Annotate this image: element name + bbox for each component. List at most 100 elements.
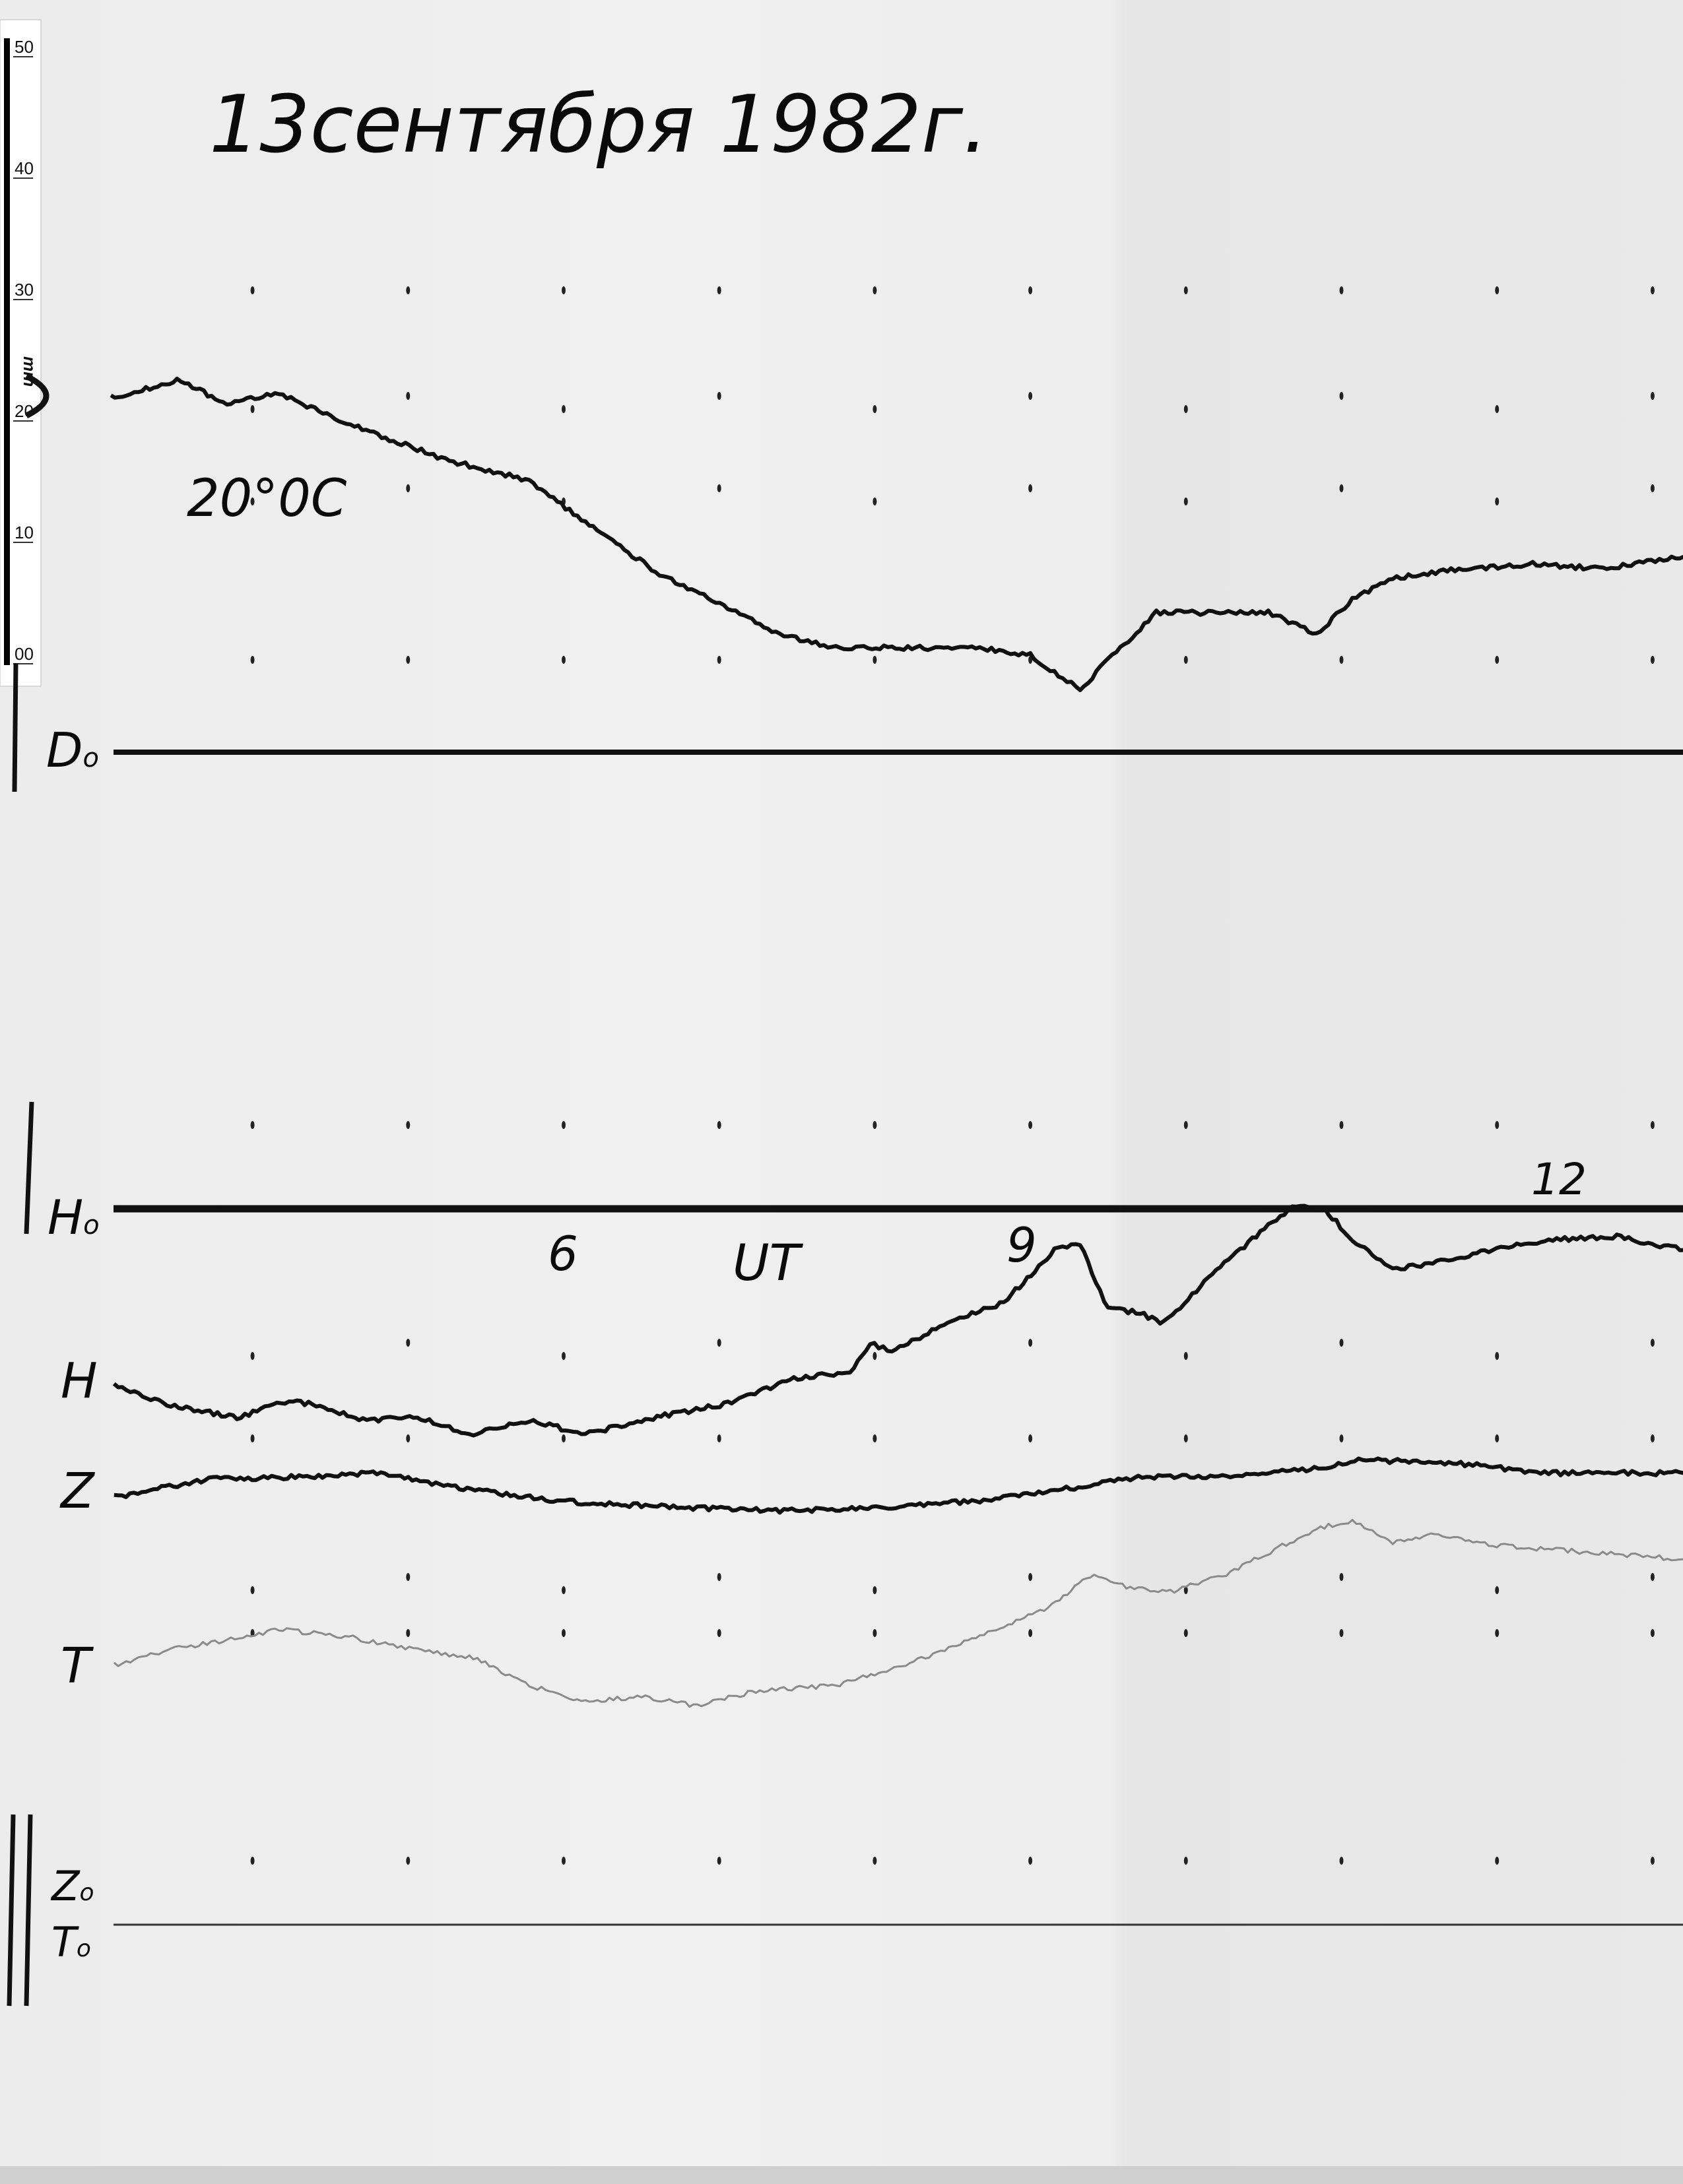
- time-mark: [873, 1586, 877, 1594]
- time-mark: [717, 656, 721, 664]
- time-mark: [1183, 286, 1188, 294]
- time-mark: [406, 1629, 411, 1637]
- time-mark: [717, 484, 721, 492]
- d0-label: Do: [46, 723, 99, 778]
- time-mark: [562, 1352, 566, 1360]
- time-mark: [873, 405, 877, 413]
- ruler-tick-label: 10: [15, 523, 34, 542]
- z-trace-label: Z: [59, 1463, 96, 1520]
- time-mark: [1183, 1121, 1188, 1129]
- time-mark: [1650, 1339, 1655, 1347]
- time-mark: [1495, 286, 1500, 294]
- time-mark: [1028, 1434, 1033, 1442]
- time-mark: [562, 1857, 566, 1865]
- time-mark: [406, 484, 411, 492]
- time-mark: [250, 1121, 255, 1129]
- time-mark: [1183, 1857, 1188, 1865]
- time-mark: [1339, 1857, 1344, 1865]
- time-mark: [1028, 484, 1033, 492]
- time-marks: [250, 286, 1655, 1865]
- time-mark: [1339, 286, 1344, 294]
- x-tick-label-9: 9: [1006, 1217, 1037, 1273]
- time-mark: [873, 1352, 877, 1360]
- h-trace-label: H: [61, 1353, 98, 1409]
- time-mark: [250, 286, 255, 294]
- time-mark: [1495, 1121, 1500, 1129]
- trace-d: [110, 376, 1683, 692]
- time-mark: [562, 1434, 566, 1442]
- time-mark: [406, 656, 411, 664]
- time-mark: [717, 1339, 721, 1347]
- time-mark: [1650, 392, 1655, 400]
- time-mark: [562, 405, 566, 413]
- time-mark: [1339, 484, 1344, 492]
- time-mark: [562, 286, 566, 294]
- time-mark: [717, 1434, 721, 1442]
- time-mark: [1028, 1121, 1033, 1129]
- time-mark: [873, 1629, 877, 1637]
- time-mark: [250, 498, 255, 505]
- t0-label: To: [51, 1918, 91, 1966]
- time-mark: [1650, 1629, 1655, 1637]
- time-mark: [1028, 1857, 1033, 1865]
- time-mark: [1650, 286, 1655, 294]
- time-mark: [873, 498, 877, 505]
- time-mark: [717, 392, 721, 400]
- d-trace-start-mark: [24, 373, 50, 419]
- time-mark: [873, 1434, 877, 1442]
- time-mark: [406, 1121, 411, 1129]
- time-mark: [1183, 405, 1188, 413]
- time-mark: [717, 1573, 721, 1581]
- t-trace-label: T: [61, 1638, 94, 1694]
- time-mark: [717, 1629, 721, 1637]
- h0-arrow-icon: [24, 1101, 34, 1235]
- time-mark: [406, 286, 411, 294]
- chart-title: 13сентября 1982г.: [209, 79, 988, 171]
- time-mark: [1650, 656, 1655, 664]
- time-mark: [1650, 1121, 1655, 1129]
- time-mark: [873, 1857, 877, 1865]
- time-mark: [562, 1586, 566, 1594]
- time-mark: [873, 286, 877, 294]
- z0-label: Zo: [50, 1862, 94, 1910]
- trace-t: [113, 1519, 1683, 1708]
- time-mark: [1183, 1434, 1188, 1442]
- time-mark: [1028, 1339, 1033, 1347]
- trace-h: [112, 1204, 1683, 1438]
- time-mark: [250, 1434, 255, 1442]
- trace-z: [114, 1456, 1683, 1515]
- time-mark: [1495, 1857, 1500, 1865]
- time-mark: [562, 1629, 566, 1637]
- time-mark: [406, 1573, 411, 1581]
- time-mark: [1650, 1434, 1655, 1442]
- time-mark: [562, 1121, 566, 1129]
- time-mark: [1650, 1573, 1655, 1581]
- time-mark: [562, 656, 566, 664]
- h0-label: Ho: [48, 1190, 100, 1245]
- time-mark: [406, 1434, 411, 1442]
- ruler-tick-label: 30: [15, 280, 34, 300]
- time-mark: [1339, 1339, 1344, 1347]
- time-mark: [1495, 1352, 1500, 1360]
- time-mark: [1339, 1121, 1344, 1129]
- time-mark: [873, 1121, 877, 1129]
- ut-label: UT: [733, 1233, 804, 1292]
- bottom-edge-band: [0, 2166, 1683, 2184]
- time-mark: [1028, 1629, 1033, 1637]
- time-mark: [1495, 1629, 1500, 1637]
- d0-arrow-icon: [12, 662, 18, 792]
- time-mark: [717, 286, 721, 294]
- time-mark: [873, 656, 877, 664]
- time-mark: [1650, 484, 1655, 492]
- time-mark: [1028, 392, 1033, 400]
- time-mark: [250, 1857, 255, 1865]
- x-tick-label-6: 6: [548, 1226, 578, 1281]
- time-mark: [1495, 656, 1500, 664]
- time-mark: [1339, 392, 1344, 400]
- time-mark: [1495, 498, 1500, 505]
- t0-arrow-icon: [24, 1814, 33, 2007]
- time-mark: [1183, 1586, 1188, 1594]
- time-mark: [1339, 656, 1344, 664]
